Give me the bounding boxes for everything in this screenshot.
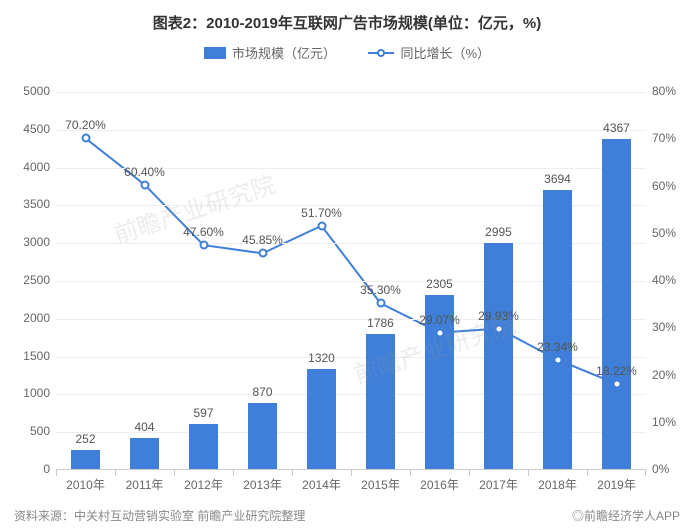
y-right-label: 30% (652, 320, 676, 334)
x-label: 2016年 (420, 476, 459, 493)
x-tick (410, 470, 411, 476)
x-label: 2017年 (479, 476, 518, 493)
line-value-label: 45.85% (242, 233, 283, 247)
x-tick (587, 470, 588, 476)
x-tick (469, 470, 470, 476)
bar-value-label: 2995 (485, 225, 512, 239)
x-label: 2015年 (361, 476, 400, 493)
x-tick (528, 470, 529, 476)
y-right-label: 0% (652, 462, 669, 476)
x-label: 2019年 (597, 476, 636, 493)
footer-brand: ◎前瞻经济学人APP (572, 507, 680, 524)
x-label: 2010年 (66, 476, 105, 493)
line-marker (553, 355, 562, 364)
y-left-label: 0 (10, 462, 50, 476)
bar-value-label: 252 (75, 432, 95, 446)
x-tick (292, 470, 293, 476)
y-left-label: 2500 (10, 273, 50, 287)
line-marker (140, 180, 149, 189)
bar (189, 424, 219, 469)
line-marker (258, 249, 267, 258)
y-right-label: 50% (652, 226, 676, 240)
bar (248, 403, 278, 469)
y-left-label: 1000 (10, 386, 50, 400)
line-marker (81, 134, 90, 143)
legend: 市场规模（亿元） 同比增长（%） (0, 43, 694, 64)
x-tick (174, 470, 175, 476)
line-marker (435, 328, 444, 337)
gridline (56, 130, 646, 131)
bar-value-label: 404 (134, 420, 154, 434)
line-marker (199, 241, 208, 250)
y-left-label: 2000 (10, 311, 50, 325)
chart-title: 图表2：2010-2019年互联网广告市场规模(单位：亿元，%) (0, 0, 694, 33)
line-value-label: 60.40% (124, 165, 165, 179)
y-left-label: 3000 (10, 235, 50, 249)
x-label: 2014年 (302, 476, 341, 493)
legend-line-label: 同比增长（%） (400, 43, 490, 62)
footer-source: 资料来源：中关村互动营销实验室 前瞻产业研究院整理 (14, 507, 305, 524)
bar (71, 450, 101, 469)
x-tick (233, 470, 234, 476)
x-label: 2012年 (184, 476, 223, 493)
bar (366, 334, 396, 469)
x-tick (351, 470, 352, 476)
bar-value-label: 870 (252, 385, 272, 399)
y-right-label: 40% (652, 273, 676, 287)
legend-bar-swatch (204, 47, 226, 59)
bar-value-label: 1320 (308, 351, 335, 365)
y-left-label: 500 (10, 424, 50, 438)
x-label: 2018年 (538, 476, 577, 493)
line-marker (494, 324, 503, 333)
legend-line-marker (377, 49, 385, 57)
line-value-label: 29.93% (478, 309, 519, 323)
line-value-label: 51.70% (301, 206, 342, 220)
line-marker (317, 221, 326, 230)
bar-value-label: 1786 (367, 316, 394, 330)
legend-bar-label: 市场规模（亿元） (232, 43, 336, 62)
x-tick (115, 470, 116, 476)
line-value-label: 18.22% (596, 364, 637, 378)
y-left-label: 1500 (10, 349, 50, 363)
x-tick (56, 470, 57, 476)
line-value-label: 29.07% (419, 313, 460, 327)
line-marker (612, 379, 621, 388)
bar (484, 243, 514, 469)
legend-item-line: 同比增长（%） (368, 43, 490, 62)
y-left-label: 5000 (10, 84, 50, 98)
footer: 资料来源：中关村互动营销实验室 前瞻产业研究院整理 ◎前瞻经济学人APP (14, 507, 680, 524)
bar (543, 190, 573, 469)
y-right-label: 60% (652, 179, 676, 193)
y-left-label: 4000 (10, 160, 50, 174)
bar-value-label: 2305 (426, 277, 453, 291)
bar-value-label: 4367 (603, 121, 630, 135)
chart-container: 图表2：2010-2019年互联网广告市场规模(单位：亿元，%) 市场规模（亿元… (0, 0, 694, 532)
y-right-label: 20% (652, 368, 676, 382)
y-right-label: 80% (652, 84, 676, 98)
x-label: 2013年 (243, 476, 282, 493)
line-value-label: 23.34% (537, 340, 578, 354)
y-right-label: 70% (652, 131, 676, 145)
line-value-label: 47.60% (183, 225, 224, 239)
bar (130, 438, 160, 469)
line-value-label: 35.30% (360, 283, 401, 297)
line-value-label: 70.20% (65, 118, 106, 132)
legend-line-swatch (368, 47, 394, 59)
x-label: 2011年 (126, 476, 164, 493)
y-left-label: 3500 (10, 197, 50, 211)
gridline (56, 92, 646, 93)
legend-item-bar: 市场规模（亿元） (204, 43, 336, 62)
y-right-label: 10% (652, 415, 676, 429)
bar-value-label: 3694 (544, 172, 571, 186)
bar (307, 369, 337, 469)
bar (602, 139, 632, 469)
line-marker (376, 299, 385, 308)
x-tick (645, 470, 646, 476)
bar-value-label: 597 (193, 406, 213, 420)
y-left-label: 4500 (10, 122, 50, 136)
plot-area: 252 404 597 870 1320 1786 2305 2995 3694 4367 70.2… (56, 92, 646, 470)
